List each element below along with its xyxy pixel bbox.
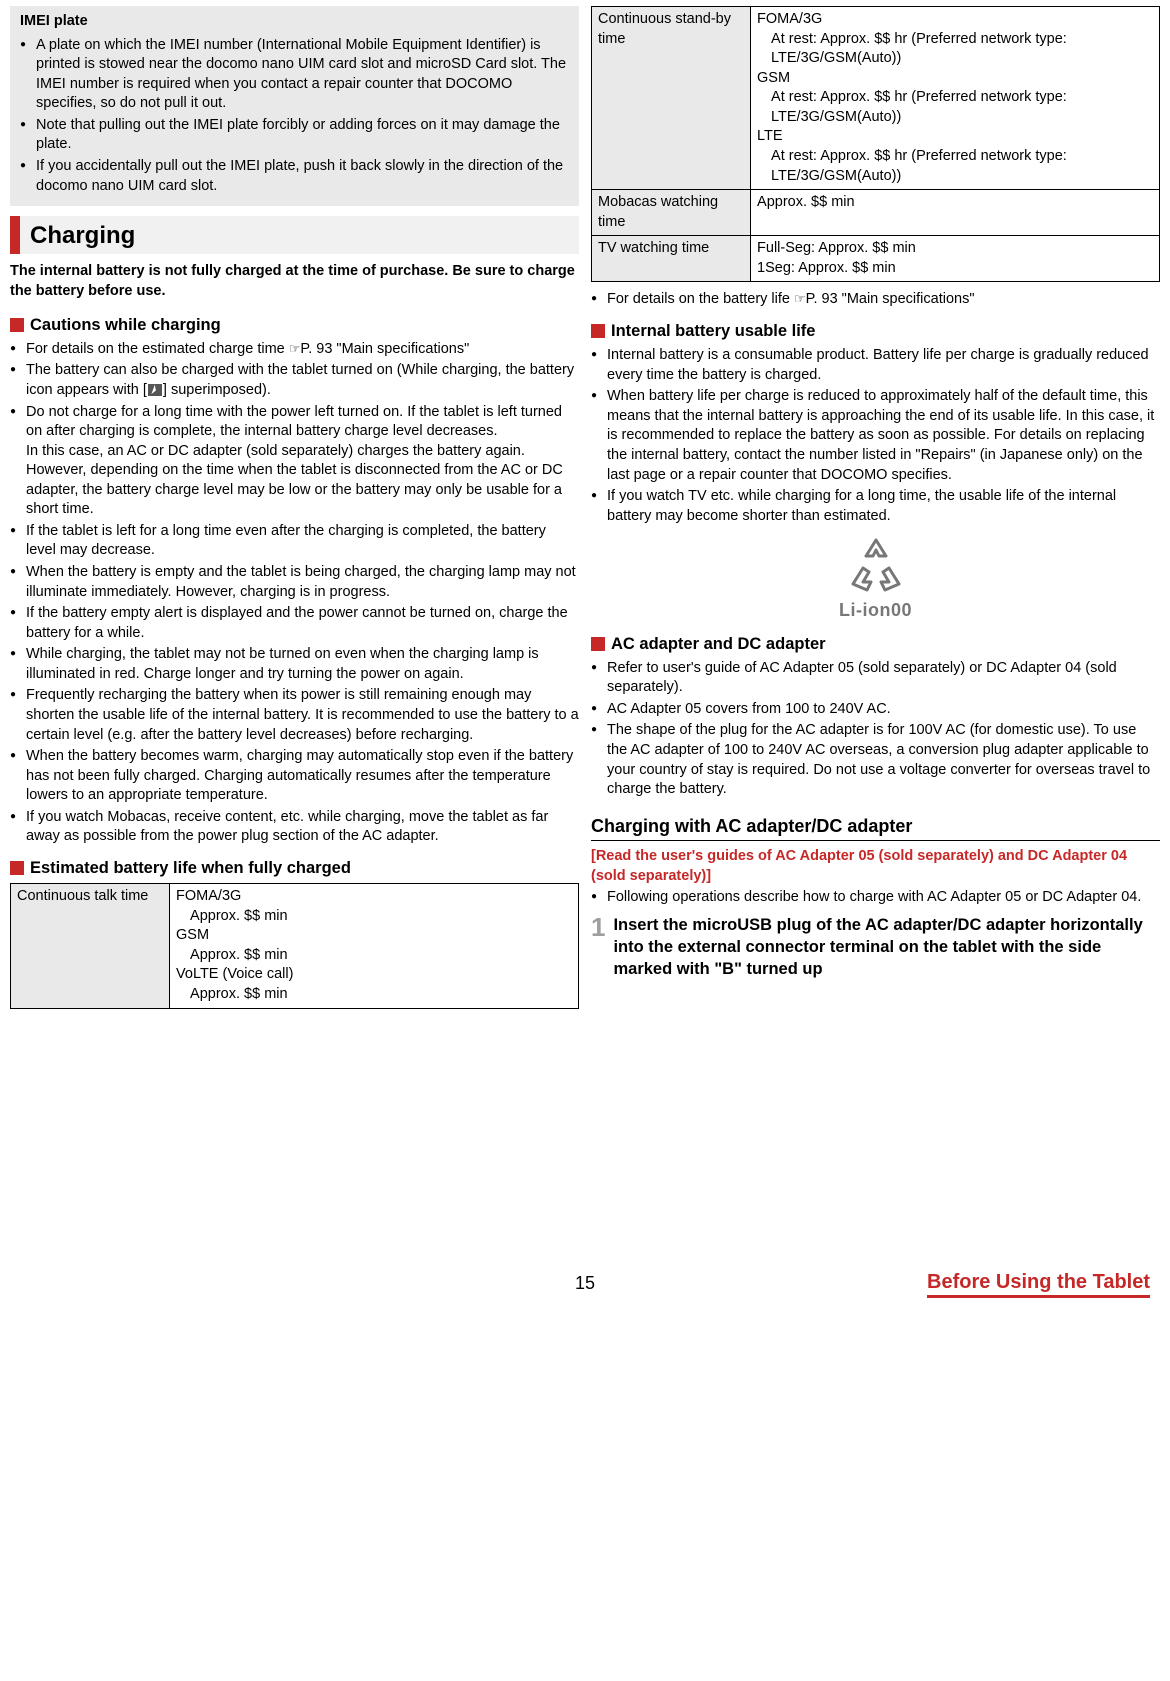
list-item: When the battery becomes warm, charging …: [10, 747, 579, 806]
text: The battery can also be charged with the…: [26, 362, 574, 398]
cell-value: FOMA/3G At rest: Approx. $$ hr (Preferre…: [751, 7, 1160, 190]
page-number: 15: [397, 1271, 774, 1295]
footer-title: Before Using the Tablet: [927, 1271, 1150, 1298]
list-item: If you accidentally pull out the IMEI pl…: [20, 157, 569, 196]
text: GSM: [176, 927, 209, 943]
list-item: Note that pulling out the IMEI plate for…: [20, 116, 569, 155]
page: IMEI plate A plate on which the IMEI num…: [0, 0, 1170, 1306]
charging-intro: The internal battery is not fully charge…: [10, 262, 579, 301]
cell-value: Approx. $$ min: [751, 190, 1160, 236]
battery-ref-list: For details on the battery life ☞P. 93 "…: [591, 290, 1160, 310]
list-item: Do not charge for a long time with the p…: [10, 403, 579, 520]
list-item: Frequently recharging the battery when i…: [10, 686, 579, 745]
text: 1Seg: Approx. $$ min: [757, 260, 896, 276]
text: Approx. $$ min: [176, 946, 572, 966]
text: At rest: Approx. $$ hr (Preferred networ…: [757, 147, 1153, 186]
cautions-heading: Cautions while charging: [30, 314, 221, 336]
pointer-icon: ☞: [289, 340, 301, 358]
red-note: [Read the user's guides of AC Adapter 05…: [591, 847, 1160, 886]
talk-time-table: Continuous talk time FOMA/3G Approx. $$ …: [10, 883, 579, 1008]
text: At rest: Approx. $$ hr (Preferred networ…: [757, 88, 1153, 127]
right-column: Continuous stand-by time FOMA/3G At rest…: [591, 6, 1160, 1009]
red-square-icon: [591, 324, 605, 338]
red-square-icon: [10, 318, 24, 332]
list-item: When the battery is empty and the tablet…: [10, 563, 579, 602]
subhead-cautions: Cautions while charging: [10, 314, 579, 336]
list-item: Refer to user's guide of AC Adapter 05 (…: [591, 659, 1160, 698]
cell-value: Full-Seg: Approx. $$ min 1Seg: Approx. $…: [751, 236, 1160, 282]
list-item: Internal battery is a consumable product…: [591, 346, 1160, 385]
text: At rest: Approx. $$ hr (Preferred networ…: [757, 30, 1153, 69]
list-item: If you watch TV etc. while charging for …: [591, 487, 1160, 526]
subhead-adapter: AC adapter and DC adapter: [591, 633, 1160, 655]
list-item: If the tablet is left for a long time ev…: [10, 522, 579, 561]
text: FOMA/3G: [176, 888, 241, 904]
step-number: 1: [591, 914, 605, 981]
two-column-layout: IMEI plate A plate on which the IMEI num…: [10, 6, 1160, 1009]
lightning-icon: [148, 384, 162, 396]
list-item: The battery can also be charged with the…: [10, 361, 579, 400]
adapter-heading: AC adapter and DC adapter: [611, 633, 826, 655]
cell-label: Continuous stand-by time: [592, 7, 751, 190]
li-ion-mark: Li-ion00: [591, 536, 1160, 622]
standby-table: Continuous stand-by time FOMA/3G At rest…: [591, 6, 1160, 282]
text: Full-Seg: Approx. $$ min: [757, 240, 916, 256]
text: GSM: [757, 70, 790, 86]
list-item: While charging, the tablet may not be tu…: [10, 645, 579, 684]
usable-list: Internal battery is a consumable product…: [591, 346, 1160, 526]
recycle-icon: [841, 536, 911, 596]
cell-value: FOMA/3G Approx. $$ min GSM Approx. $$ mi…: [170, 884, 579, 1008]
step-1: 1 Insert the microUSB plug of the AC ada…: [591, 914, 1160, 981]
text: ] superimposed).: [163, 382, 271, 398]
adapter-list: Refer to user's guide of AC Adapter 05 (…: [591, 659, 1160, 800]
text: Approx. $$ min: [176, 985, 572, 1005]
subhead-usable: Internal battery usable life: [591, 320, 1160, 342]
list-item: If the battery empty alert is displayed …: [10, 604, 579, 643]
cell-label: Mobacas watching time: [592, 190, 751, 236]
subhead-estimated: Estimated battery life when fully charge…: [10, 857, 579, 879]
text: In this case, an AC or DC adapter (sold …: [26, 443, 563, 518]
list-item: AC Adapter 05 covers from 100 to 240V AC…: [591, 700, 1160, 720]
text: For details on the battery life: [607, 291, 794, 307]
table-row: Mobacas watching time Approx. $$ min: [592, 190, 1160, 236]
text: For details on the estimated charge time: [26, 341, 289, 357]
red-square-icon: [10, 861, 24, 875]
charge-with-heading: Charging with AC adapter/DC adapter: [591, 814, 1160, 841]
page-footer: 15 Before Using the Tablet: [10, 1269, 1160, 1296]
cautions-list: For details on the estimated charge time…: [10, 340, 579, 847]
table-row: Continuous talk time FOMA/3G Approx. $$ …: [11, 884, 579, 1008]
pointer-icon: ☞: [794, 290, 806, 308]
red-square-icon: [591, 637, 605, 651]
table-row: Continuous stand-by time FOMA/3G At rest…: [592, 7, 1160, 190]
cell-label: TV watching time: [592, 236, 751, 282]
list-item: A plate on which the IMEI number (Intern…: [20, 36, 569, 114]
charging-heading: Charging: [30, 220, 135, 252]
imei-title: IMEI plate: [20, 12, 569, 32]
list-item: When battery life per charge is reduced …: [591, 387, 1160, 485]
li-ion-label: Li-ion00: [591, 598, 1160, 622]
list-item: The shape of the plug for the AC adapter…: [591, 721, 1160, 799]
text: Approx. $$ min: [176, 907, 572, 927]
list-item: If you watch Mobacas, receive content, e…: [10, 808, 579, 847]
charge-with-list: Following operations describe how to cha…: [591, 888, 1160, 908]
left-column: IMEI plate A plate on which the IMEI num…: [10, 6, 579, 1009]
table-row: TV watching time Full-Seg: Approx. $$ mi…: [592, 236, 1160, 282]
text: VoLTE (Voice call): [176, 966, 293, 982]
step-text: Insert the microUSB plug of the AC adapt…: [613, 914, 1160, 981]
cell-label: Continuous talk time: [11, 884, 170, 1008]
section-charging: Charging: [10, 216, 579, 254]
list-item: For details on the battery life ☞P. 93 "…: [591, 290, 1160, 310]
text: P. 93 "Main specifications": [806, 291, 975, 307]
list-item: For details on the estimated charge time…: [10, 340, 579, 360]
text: P. 93 "Main specifications": [300, 341, 469, 357]
text: FOMA/3G: [757, 11, 822, 27]
list-item: Following operations describe how to cha…: [591, 888, 1160, 908]
text: Do not charge for a long time with the p…: [26, 404, 562, 440]
usable-heading: Internal battery usable life: [611, 320, 815, 342]
imei-list: A plate on which the IMEI number (Intern…: [20, 36, 569, 197]
imei-box: IMEI plate A plate on which the IMEI num…: [10, 6, 579, 206]
estimated-heading: Estimated battery life when fully charge…: [30, 857, 351, 879]
text: LTE: [757, 128, 783, 144]
